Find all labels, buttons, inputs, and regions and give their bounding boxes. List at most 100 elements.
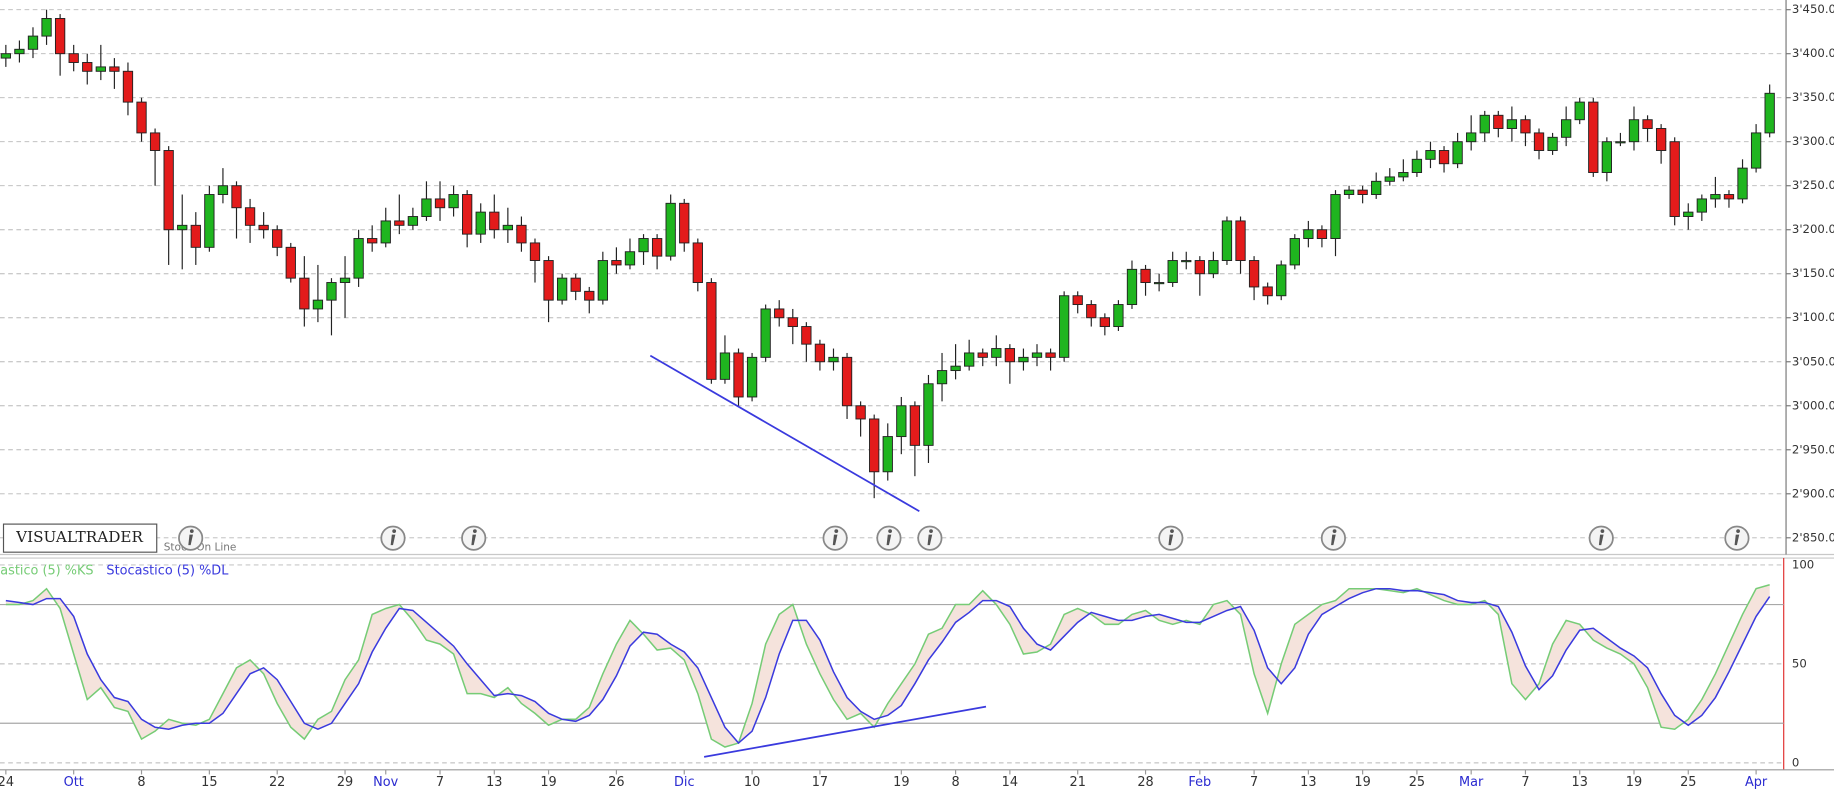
candle-body — [1642, 119, 1653, 129]
candle-body — [719, 352, 731, 380]
x-tick-label: 15 — [201, 775, 217, 790]
candle-body — [1371, 180, 1382, 195]
candle-body — [272, 229, 283, 248]
candle-body — [244, 207, 256, 226]
candle-body — [841, 356, 853, 407]
candle-body — [1031, 352, 1043, 358]
candle-body — [1330, 194, 1341, 239]
candle-body — [1628, 119, 1640, 143]
info-icons — [178, 525, 1750, 551]
candle-body — [1262, 286, 1273, 297]
candle-body — [1208, 260, 1219, 275]
x-tick-label: 29 — [337, 775, 353, 790]
x-tick-label: 13 — [1300, 775, 1316, 790]
candle-body — [1248, 260, 1260, 288]
candle-body — [421, 198, 432, 217]
candle-body — [936, 370, 948, 385]
candle-body — [1737, 167, 1748, 200]
candle-body — [136, 101, 147, 134]
candle-body — [1574, 101, 1585, 121]
x-tick-label: 7 — [436, 775, 444, 790]
x-tick-label: 19 — [540, 775, 556, 790]
candle-body — [1764, 92, 1775, 134]
candle-body — [746, 356, 758, 398]
candle-body — [1167, 260, 1178, 284]
candle-body — [299, 277, 310, 310]
candle-body — [977, 352, 988, 358]
legend-entry: Stocastico (5) %DL — [106, 563, 229, 578]
candle-body — [1506, 119, 1518, 129]
candle-body — [597, 260, 608, 301]
candle-body — [367, 238, 378, 244]
x-tick-label: 25 — [1680, 775, 1696, 790]
candle-body — [1384, 176, 1395, 182]
candle-body — [1357, 189, 1368, 195]
y-tick-label: 2'950.0 — [1792, 442, 1834, 456]
candle-body — [1561, 119, 1572, 138]
x-tick-label: 19 — [1626, 775, 1642, 790]
candle-body — [489, 211, 500, 231]
candle-body — [54, 18, 66, 55]
candle-body — [177, 224, 188, 231]
candle-body — [570, 277, 581, 292]
candle-body — [855, 405, 866, 420]
candle-body — [787, 317, 798, 328]
candle-body — [1669, 141, 1680, 217]
info-icon-stem — [1598, 534, 1604, 546]
candle-body — [190, 224, 201, 248]
x-tick-label: Dic — [674, 775, 695, 790]
candle-body — [774, 308, 785, 319]
candle-body — [326, 282, 337, 301]
y-tick-label: 3'350.0 — [1792, 90, 1834, 104]
info-icon-dot — [1736, 529, 1740, 533]
candle-body — [1045, 352, 1056, 358]
candle-body — [1004, 348, 1016, 363]
x-tick-label: 26 — [608, 775, 624, 790]
candle-body — [964, 352, 975, 367]
info-icon-dot — [392, 529, 397, 533]
y-tick-label: 2'850.0 — [1792, 530, 1834, 544]
y-tick-label: 100 — [1792, 557, 1814, 571]
x-tick-label: 14 — [1002, 775, 1018, 790]
info-icon-stem — [1331, 534, 1336, 546]
candle-body — [923, 383, 934, 446]
candle-body — [434, 198, 446, 209]
x-tick-label: 8 — [137, 775, 145, 790]
info-icon-dot — [929, 529, 933, 533]
candle-body — [1181, 260, 1192, 263]
candle-body — [1140, 268, 1151, 284]
y-tick-label: 50 — [1792, 656, 1807, 670]
y-tick-label: 3'100.0 — [1792, 310, 1834, 324]
candle-body — [1683, 211, 1694, 217]
candle-body — [448, 194, 459, 209]
x-tick-label: 21 — [1070, 775, 1086, 790]
candle-body — [1723, 194, 1735, 200]
candle-body — [258, 224, 269, 231]
y-tick-label: 3'150.0 — [1792, 266, 1834, 280]
candle-body — [651, 238, 663, 257]
candle-body — [41, 18, 52, 37]
candle-body — [516, 224, 527, 244]
candle-body — [109, 66, 120, 72]
info-icon-dot — [473, 529, 477, 533]
info-icon-stem — [927, 534, 933, 546]
candle-body — [1750, 132, 1762, 169]
candle-body — [1221, 220, 1233, 262]
candle-body — [0, 53, 11, 59]
y-tick-label: 3'250.0 — [1792, 178, 1834, 192]
y-tick-label: 3'450.0 — [1792, 2, 1834, 16]
logo-text: VISUALTRADER — [15, 528, 143, 546]
trend-line — [649, 354, 920, 512]
info-icon-dot — [1170, 529, 1174, 533]
candle-body — [529, 242, 541, 262]
candle-body — [27, 35, 39, 50]
stoch-line — [5, 587, 1771, 745]
trend-line — [703, 705, 987, 758]
candle-body — [462, 194, 473, 235]
candle-body — [1099, 317, 1110, 328]
candle-body — [760, 308, 771, 358]
candle-body — [638, 238, 649, 253]
x-tick-label: 24 — [0, 775, 14, 790]
candle-body — [1588, 101, 1599, 173]
